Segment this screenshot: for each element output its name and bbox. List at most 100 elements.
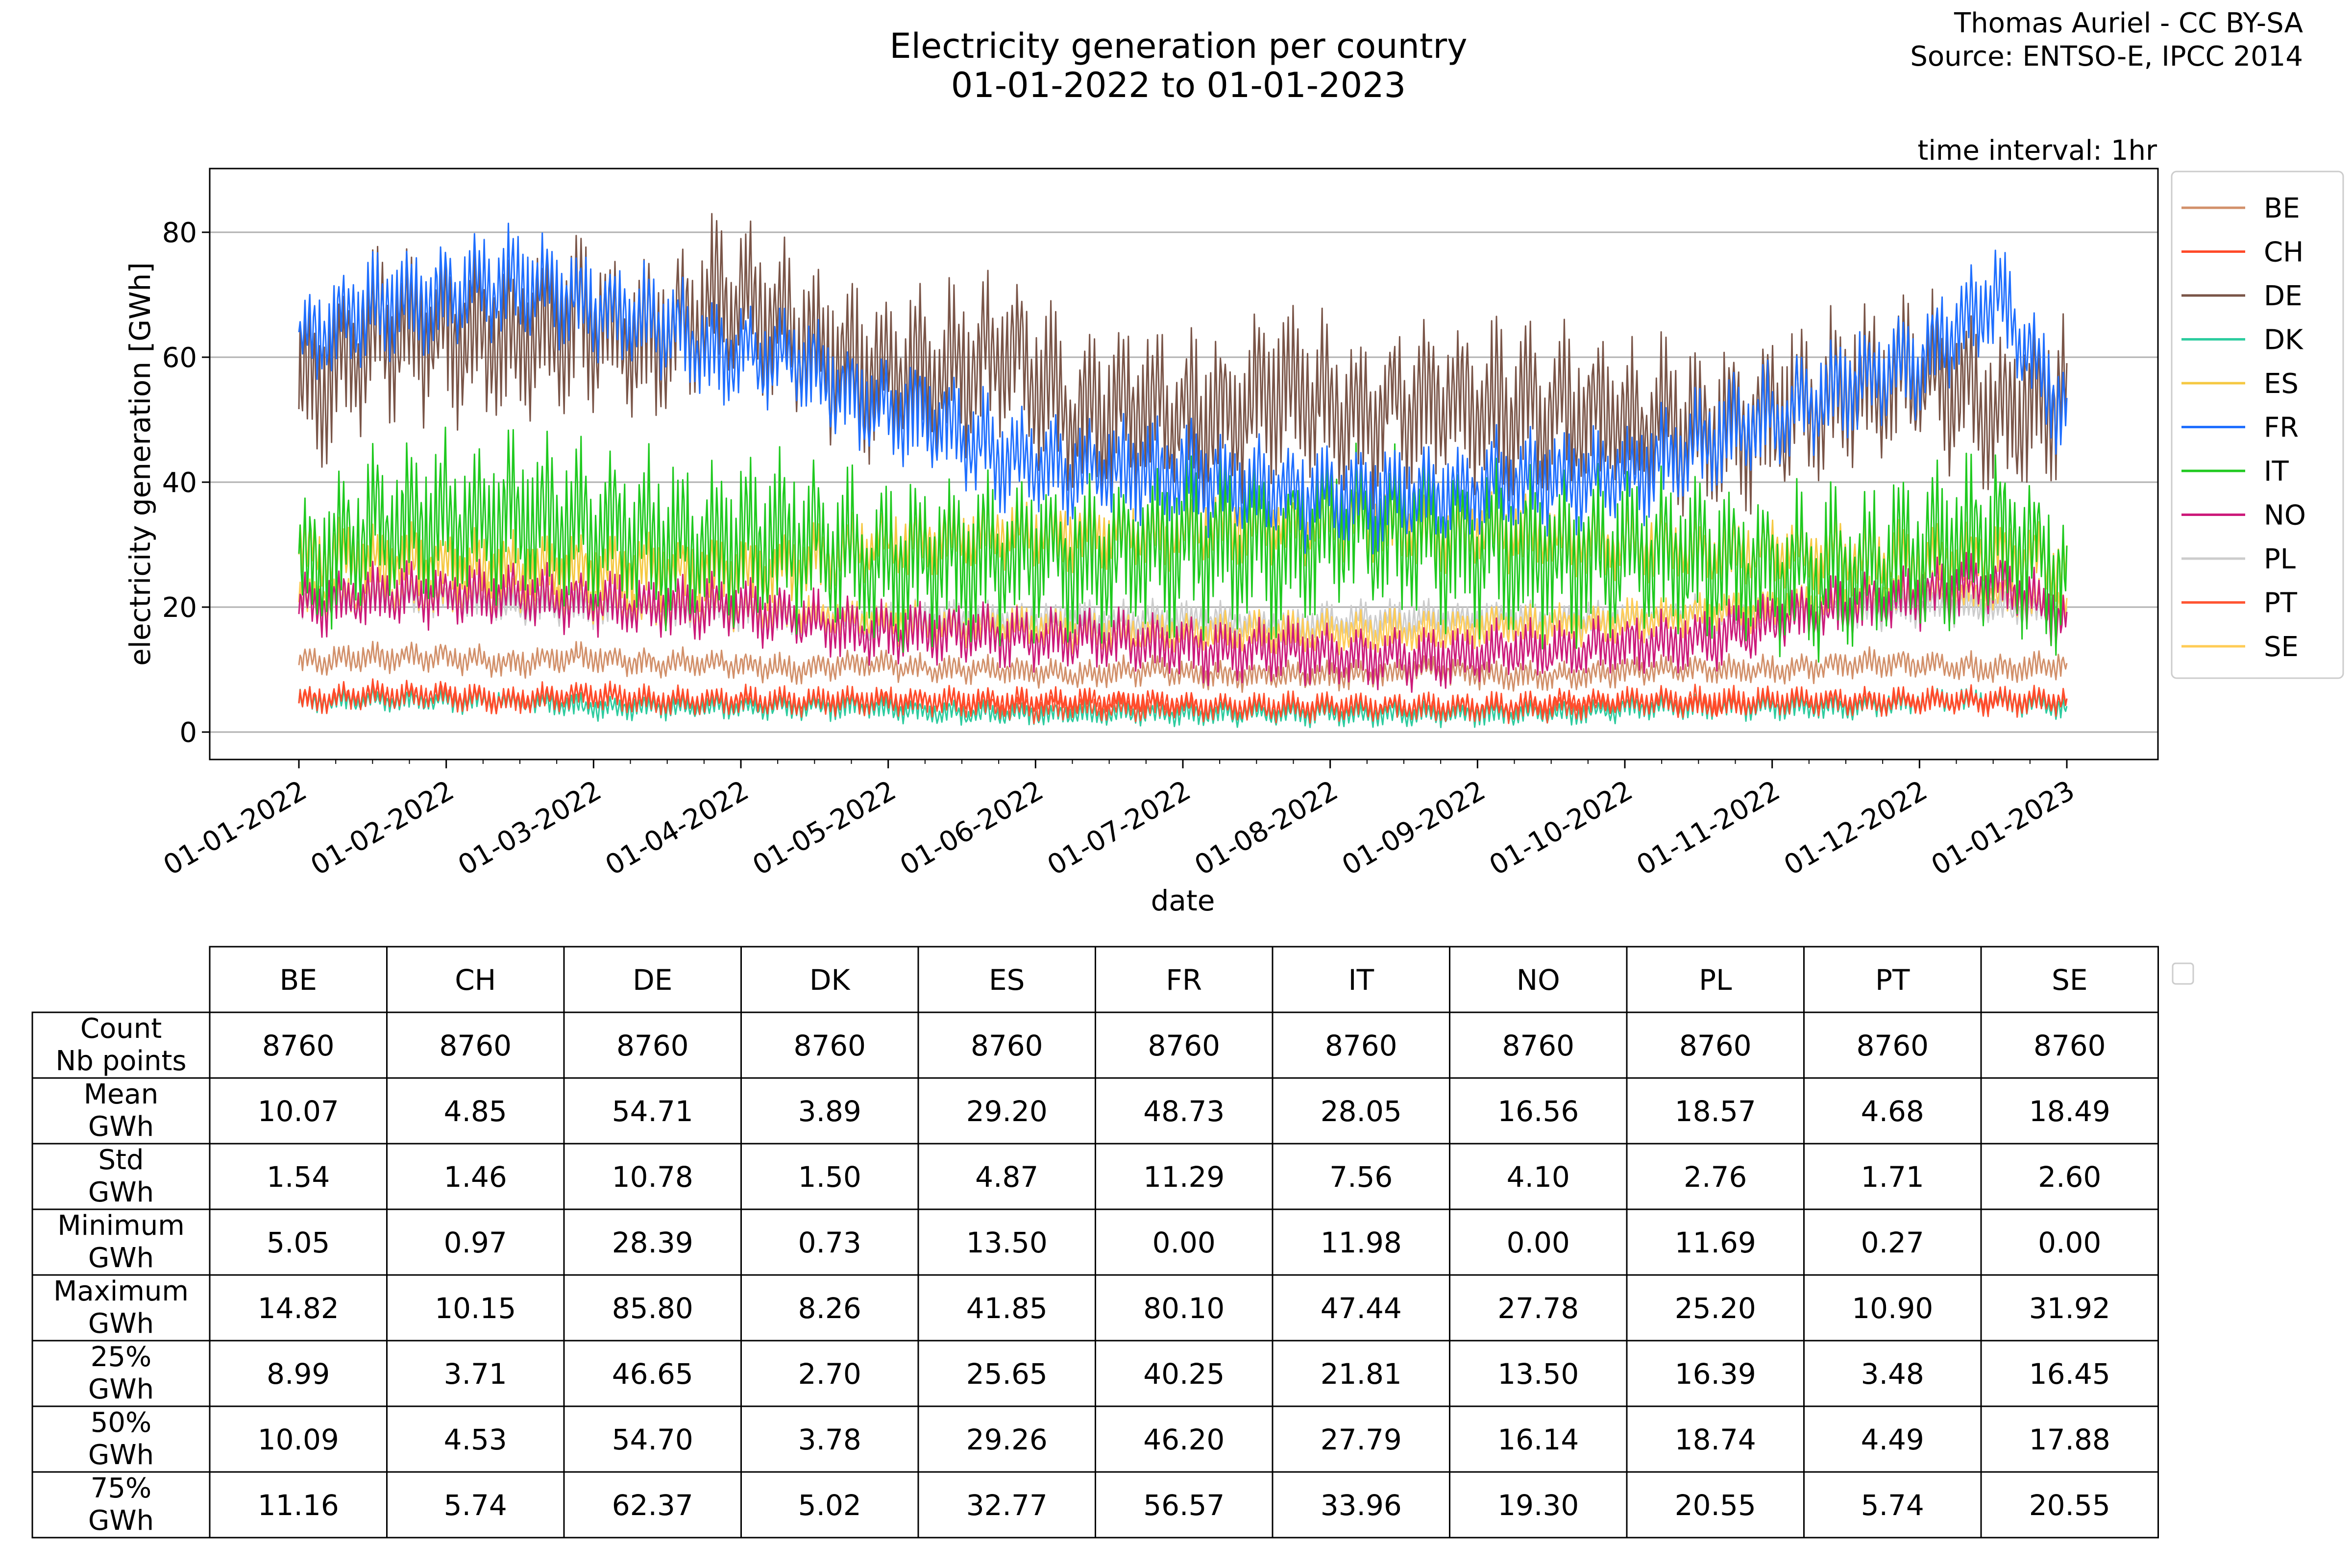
- table-cell: [1449, 1274, 1628, 1342]
- table-header-label: PL: [1699, 963, 1732, 997]
- table-row-header: [31, 1143, 211, 1210]
- table-cell-value: 48.73: [1143, 1095, 1225, 1128]
- table-row-unit: GWh: [88, 1373, 154, 1405]
- table-cell: [1272, 1143, 1450, 1210]
- table-row-label: 25%: [91, 1341, 151, 1373]
- table-cell-value: 10.15: [435, 1292, 516, 1325]
- table-cell-value: 27.78: [1497, 1292, 1579, 1325]
- table-cell-value: 3.78: [798, 1423, 861, 1456]
- legend-label-it: IT: [2264, 456, 2289, 488]
- x-tick-label: 01-07-2022: [1042, 774, 1196, 882]
- table-cell-value: 5.05: [267, 1226, 330, 1259]
- table-cell-value: 18.57: [1675, 1095, 1756, 1128]
- series-line-dk: [298, 686, 2068, 729]
- table-cell: [1449, 1143, 1628, 1210]
- table-cell: [1626, 1405, 1805, 1473]
- table-cell: [563, 1143, 742, 1210]
- x-axis-label: date: [1151, 884, 1215, 917]
- series-line-it: [298, 426, 2068, 663]
- table-cell: [1626, 1077, 1805, 1145]
- table-cell: [1803, 1208, 1982, 1276]
- table-legend-box: [2172, 962, 2194, 985]
- table-header-cell: [1095, 946, 1274, 1013]
- table-cell-value: 8760: [616, 1029, 689, 1062]
- x-tick-label: 01-04-2022: [600, 774, 754, 882]
- table-cell: [209, 1077, 388, 1145]
- table-header-cell: [917, 946, 1096, 1013]
- table-cell: [563, 1274, 742, 1342]
- table-cell-value: 8.26: [798, 1292, 861, 1325]
- table-cell: [386, 1274, 565, 1342]
- table-cell: [1095, 1471, 1274, 1539]
- table-cell-value: 4.85: [444, 1095, 507, 1128]
- table-row-label: 75%: [91, 1472, 151, 1504]
- table-cell: [209, 1340, 388, 1407]
- table-cell: [563, 1077, 742, 1145]
- table-row-unit: GWh: [88, 1111, 154, 1143]
- table-cell-value: 11.16: [258, 1489, 339, 1522]
- table-cell-value: 19.30: [1497, 1489, 1579, 1522]
- chart-title-line1: Electricity generation per country: [889, 26, 1467, 66]
- table-cell-value: 2.70: [798, 1357, 861, 1391]
- table-cell-value: 8760: [2034, 1029, 2106, 1062]
- table-cell-value: 14.82: [258, 1292, 339, 1325]
- table-cell: [1980, 1077, 2159, 1145]
- table-header-label: PT: [1875, 963, 1910, 997]
- legend-label-dk: DK: [2264, 324, 2303, 356]
- table-cell-value: 28.05: [1321, 1095, 1402, 1128]
- table-cell: [1095, 1274, 1274, 1342]
- table-cell-value: 8760: [971, 1029, 1043, 1062]
- table-cell: [209, 1208, 388, 1276]
- table-cell-value: 21.81: [1321, 1357, 1402, 1391]
- table-cell-value: 25.65: [966, 1357, 1048, 1391]
- table-cell-value: 11.69: [1675, 1226, 1756, 1259]
- table-row-label: Std: [98, 1144, 144, 1176]
- table-cell-value: 41.85: [966, 1292, 1048, 1325]
- y-axis: 0 20 40 60 80: [162, 217, 210, 749]
- table-header-cell: [209, 946, 388, 1013]
- table-cell: [1095, 1405, 1274, 1473]
- legend-label-pl: PL: [2264, 543, 2296, 575]
- table-cell: [1272, 1274, 1450, 1342]
- table-cell-value: 0.97: [444, 1226, 507, 1259]
- table-cell-value: 54.71: [612, 1095, 693, 1128]
- table-cell-value: 80.10: [1143, 1292, 1225, 1325]
- legend-label-pt: PT: [2264, 588, 2298, 619]
- table-cell: [740, 1471, 919, 1539]
- table-cell-value: 46.20: [1143, 1423, 1225, 1456]
- table-cell: [1272, 1471, 1450, 1539]
- table-cell-value: 8.99: [267, 1357, 330, 1391]
- table-cell: [1980, 1011, 2159, 1079]
- table-header-label: NO: [1517, 963, 1560, 997]
- table-row-label: Count: [80, 1013, 162, 1045]
- plot-frame: [209, 168, 2159, 760]
- interval-note: time interval: 1hr: [1917, 135, 2157, 167]
- credit-author: Thomas Auriel - CC BY-SA: [1954, 7, 2303, 39]
- plot-area: 0 20 40 60 80 01-01-202201-02-202201-03-2022…: [158, 168, 2159, 882]
- table-cell: [209, 1471, 388, 1539]
- table-cell: [1803, 1471, 1982, 1539]
- table-header-cell: [1980, 946, 2159, 1013]
- table-cell: [740, 1077, 919, 1145]
- table-row-header: [31, 1471, 211, 1539]
- table-cell: [1449, 1405, 1628, 1473]
- table-cell-value: 0.00: [1152, 1226, 1216, 1259]
- table-cell-value: 16.14: [1497, 1423, 1579, 1456]
- table-cell: [740, 1405, 919, 1473]
- table-cell-value: 20.55: [1675, 1489, 1756, 1522]
- table-cell: [1449, 1471, 1628, 1539]
- table-cell: [1095, 1208, 1274, 1276]
- table-row-header: [31, 1208, 211, 1276]
- table-cell: [386, 1208, 565, 1276]
- legend-label-se: SE: [2264, 631, 2299, 663]
- x-tick-label: 01-01-2022: [158, 774, 312, 882]
- table-cell-value: 4.10: [1507, 1160, 1570, 1194]
- table-row-unit: GWh: [88, 1505, 154, 1537]
- table-cell-value: 2.60: [2038, 1160, 2101, 1194]
- table-header-label: BE: [280, 963, 317, 997]
- table-cell-value: 46.65: [612, 1357, 693, 1391]
- table-cell-value: 17.88: [2029, 1423, 2110, 1456]
- table-cell-value: 10.78: [612, 1160, 693, 1194]
